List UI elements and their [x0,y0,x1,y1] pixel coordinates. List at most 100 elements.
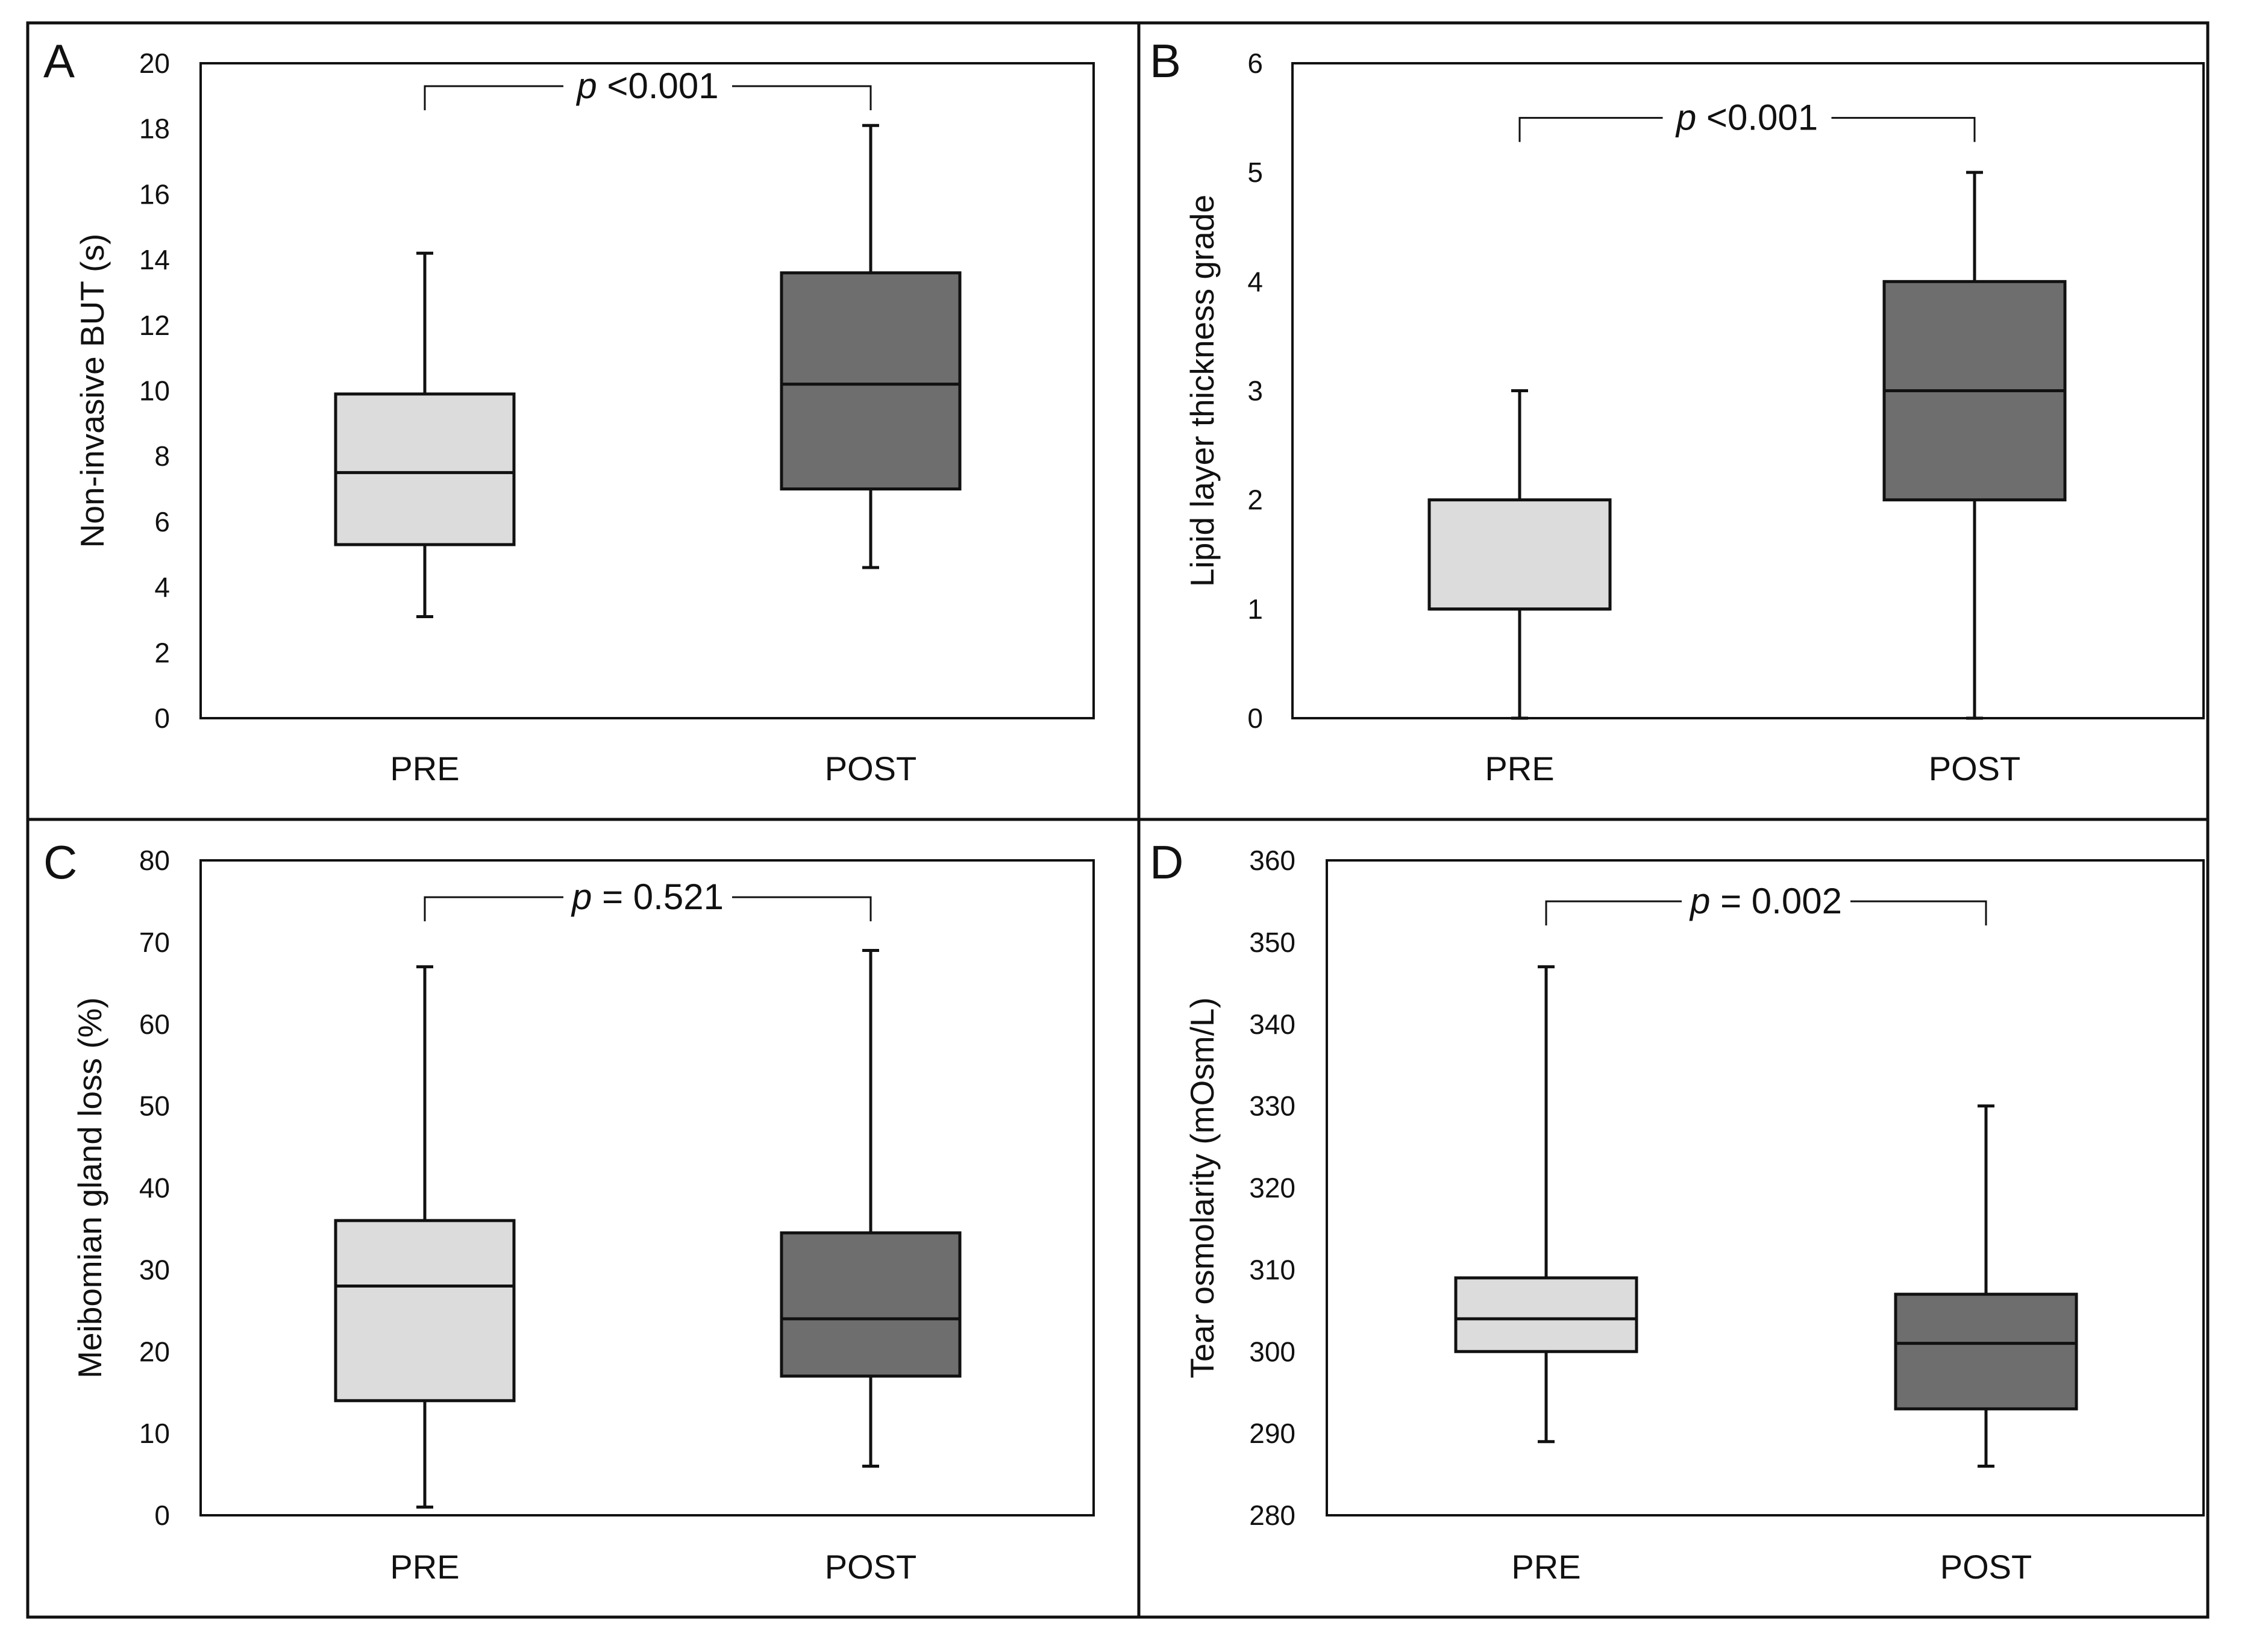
panel-A: A 0 2 4 6 8 10 12 14 16 18 20 Non-invasive BUT (s) P… [43,34,1095,787]
p-value-label: p <0.001 [575,66,718,106]
y-tick-label: 2 [1247,484,1263,516]
category-label-post: POST [1940,1548,2032,1586]
y-tick-label: 1 [1247,593,1263,625]
y-tick-label: 50 [139,1091,170,1122]
y-axis-label: Non-invasive BUT (s) [74,234,111,548]
p-value-label: p <0.001 [1675,98,1818,138]
iqr-box [1894,1292,2078,1410]
panel-letter-d: D [1150,836,1183,889]
box-pre [1454,965,1638,1444]
box-post [780,948,962,1468]
p-value: <0.001 [1696,98,1818,138]
y-tick-label: 60 [139,1009,170,1040]
y-tick-label: 290 [1249,1418,1295,1449]
panel-D: D 280 290 300 310 320 330 340 350 360 Tear osmola… [1150,836,2205,1586]
y-axis-label: Lipid layer thickness grade [1183,195,1221,587]
y-tick-label: 20 [139,1336,170,1367]
y-tick-label: 330 [1249,1091,1295,1122]
category-label-pre: PRE [1511,1548,1580,1586]
bracket-left [424,896,563,922]
iqr-box [334,392,516,546]
p-value: = 0.002 [1710,881,1842,921]
box-pre [334,965,516,1509]
y-tick-label: 6 [154,506,170,537]
y-tick-label: 14 [139,244,170,275]
iqr-box [780,271,962,491]
significance-bracket: p = 0.521 [424,877,872,922]
y-tick-label: 4 [1247,266,1263,297]
box-post [780,124,962,569]
p-value-label: p = 0.521 [571,877,724,917]
iqr-box [780,1231,962,1378]
y-tick-label: 2 [154,637,170,668]
box-pre [1427,389,1612,720]
p-symbol: p [1675,98,1696,138]
panel-C: C 0 10 20 30 40 50 60 70 80 Meibomian gland loss … [43,836,1095,1586]
p-symbol: p [571,877,592,917]
y-tick-label: 16 [139,178,170,210]
significance-bracket: p = 0.002 [1545,881,1987,925]
category-label-post: POST [825,1548,916,1586]
y-tick-label: 4 [154,572,170,603]
y-tick-label: 70 [139,927,170,958]
iqr-box [1427,498,1612,611]
bracket-left [424,85,563,111]
significance-bracket: p <0.001 [424,66,872,111]
y-tick-label: 20 [139,48,170,79]
y-tick-label: 0 [1247,703,1263,734]
p-value-label: p = 0.002 [1689,881,1842,921]
panel-letter-a: A [43,34,75,87]
y-tick-label: 360 [1249,845,1295,876]
y-tick-label: 18 [139,113,170,145]
y-tick-label: 6 [1247,48,1263,79]
bracket-left [1518,117,1663,142]
y-tick-label: 5 [1247,157,1263,188]
category-label-post: POST [825,750,916,787]
box-pre [334,251,516,619]
plot-area [199,62,1095,719]
y-tick-label: 350 [1249,927,1295,958]
y-tick-label: 30 [139,1254,170,1285]
p-symbol: p [1689,881,1710,921]
y-tick-label: 3 [1247,375,1263,407]
category-label-pre: PRE [1485,750,1554,787]
y-tick-label: 40 [139,1172,170,1204]
iqr-box [334,1219,516,1403]
category-label-post: POST [1929,750,2020,787]
panel-letter-c: C [43,836,77,889]
y-tick-label: 80 [139,845,170,876]
y-tick-label: 0 [154,703,170,734]
plot-area [1291,62,2205,719]
p-symbol: p [575,66,597,106]
y-axis-label: Meibomian gland loss (%) [71,997,108,1379]
y-tick-label: 8 [154,440,170,472]
significance-bracket: p <0.001 [1518,98,1976,142]
iqr-box [1454,1276,1638,1353]
category-label-pre: PRE [390,1548,459,1586]
y-tick-label: 12 [139,310,170,341]
p-value: = 0.521 [592,877,724,917]
category-label-pre: PRE [390,750,459,787]
bracket-right [732,85,872,111]
y-tick-label: 10 [139,1418,170,1449]
panel-letter-b: B [1150,34,1181,87]
plot-area [1326,859,2205,1516]
bracket-right [732,896,872,922]
y-tick-label: 300 [1249,1336,1295,1367]
bracket-right [1831,117,1976,142]
y-tick-label: 340 [1249,1009,1295,1040]
y-tick-label: 320 [1249,1172,1295,1204]
bracket-right [1850,900,1987,925]
y-tick-label: 10 [139,375,170,407]
y-tick-label: 280 [1249,1500,1295,1531]
p-value: <0.001 [597,66,719,106]
plot-area [199,859,1095,1516]
bracket-left [1545,900,1682,925]
panel-B: B 0 1 2 3 4 5 6 Lipid layer thickness grade PRE P… [1150,34,2205,787]
box-post [1882,171,2067,720]
y-axis-label: Tear osmolarity (mOsm/L) [1183,997,1221,1379]
y-tick-label: 0 [154,1500,170,1531]
y-tick-label: 310 [1249,1254,1295,1285]
box-post [1894,1104,2078,1468]
